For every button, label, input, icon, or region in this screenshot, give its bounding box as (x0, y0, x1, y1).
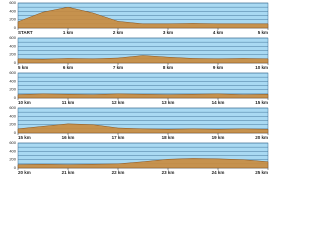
y-tick-label: 400 (9, 43, 16, 48)
y-tick-label: 0 (14, 60, 17, 65)
x-tick-label: START (18, 30, 33, 35)
y-tick-label: 600 (9, 140, 16, 145)
y-tick-label: 600 (9, 70, 16, 75)
y-tick-label: 0 (14, 25, 17, 30)
y-tick-label: 400 (9, 148, 16, 153)
y-tick-label: 200 (9, 157, 16, 162)
x-tick-label: 10 km (255, 65, 268, 70)
y-tick-label: 200 (9, 52, 16, 57)
y-tick-label: 400 (9, 113, 16, 118)
x-tick-label: 7 km (113, 65, 123, 70)
x-tick-label: 1 km (63, 30, 73, 35)
y-tick-label: 600 (9, 105, 16, 110)
x-tick-label: 15 km (255, 100, 268, 105)
x-tick-label: 23 km (162, 170, 175, 175)
y-tick-label: 0 (14, 130, 17, 135)
x-tick-label: 20 km (255, 135, 268, 140)
x-tick-label: 21 km (62, 170, 75, 175)
y-tick-label: 200 (9, 122, 16, 127)
x-tick-label: 4 km (213, 30, 223, 35)
x-tick-label: 10 km (18, 100, 31, 105)
x-tick-label: 19 km (212, 135, 225, 140)
y-tick-label: 400 (9, 78, 16, 83)
x-tick-label: 8 km (163, 65, 173, 70)
x-tick-label: 17 km (112, 135, 125, 140)
elevation-area (17, 123, 269, 134)
x-tick-label: 13 km (162, 100, 175, 105)
elevation-area (17, 158, 269, 169)
y-tick-label: 600 (9, 0, 16, 5)
x-tick-label: 25 km (255, 170, 268, 175)
y-tick-label: 200 (9, 17, 16, 22)
elevation-area (17, 6, 269, 29)
y-tick-label: 400 (9, 8, 16, 13)
x-tick-label: 2 km (113, 30, 123, 35)
x-tick-label: 9 km (213, 65, 223, 70)
x-tick-label: 14 km (212, 100, 225, 105)
elevation-area (17, 55, 269, 64)
x-tick-label: 5 km (18, 65, 28, 70)
x-tick-label: 11 km (62, 100, 75, 105)
x-tick-label: 3 km (163, 30, 173, 35)
elevation-area (17, 93, 269, 99)
x-tick-label: 15 km (18, 135, 31, 140)
x-tick-label: 12 km (112, 100, 125, 105)
x-tick-label: 20 km (18, 170, 31, 175)
x-tick-label: 16 km (62, 135, 75, 140)
x-tick-label: 5 km (258, 30, 268, 35)
y-tick-label: 200 (9, 87, 16, 92)
x-tick-label: 24 km (212, 170, 225, 175)
y-tick-label: 0 (14, 165, 17, 170)
x-tick-label: 22 km (112, 170, 125, 175)
y-tick-label: 0 (14, 95, 17, 100)
y-tick-label: 600 (9, 35, 16, 40)
x-tick-label: 6 km (63, 65, 73, 70)
x-tick-label: 18 km (162, 135, 175, 140)
